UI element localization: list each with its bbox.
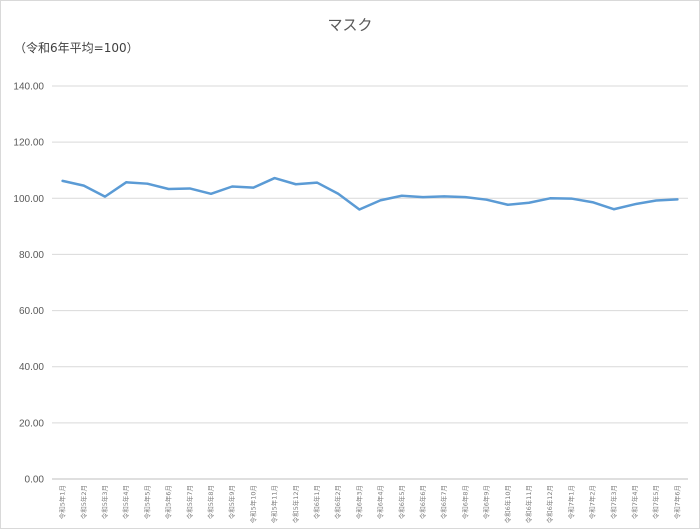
x-tick-label: 令和7年3月 [609, 485, 618, 519]
data-point [379, 199, 382, 202]
data-point [358, 208, 361, 211]
x-tick-label: 令和7年6月 [672, 485, 681, 519]
x-tick-label: 令和6年1月 [312, 485, 321, 519]
data-point [294, 183, 297, 186]
x-tick-label: 令和6年5月 [397, 485, 406, 519]
y-tick-label: 100.00 [13, 194, 44, 205]
x-tick-label: 令和5年10月 [248, 485, 257, 523]
x-tick-label: 令和6年7月 [439, 485, 448, 519]
x-tick-label: 令和6年6月 [418, 485, 427, 519]
x-tick-label: 令和5年6月 [164, 485, 173, 519]
data-point [422, 196, 424, 199]
y-tick-label: 0.00 [25, 475, 45, 486]
data-point [634, 203, 636, 206]
x-tick-label: 令和7年1月 [566, 485, 575, 519]
data-point [125, 181, 128, 184]
x-tick-label: 令和7年4月 [630, 485, 639, 519]
x-tick-label: 令和5年3月 [100, 485, 109, 519]
y-tick-label: 60.00 [19, 306, 44, 317]
x-tick-label: 令和6年11月 [524, 485, 533, 523]
x-tick-label: 令和5年2月 [79, 485, 88, 519]
x-tick-label: 令和5年5月 [142, 485, 151, 519]
series-group [61, 176, 679, 211]
data-point [506, 203, 509, 206]
data-point [591, 201, 594, 204]
x-tick-label: 令和5年7月 [185, 485, 194, 519]
x-tick-label: 令和5年9月 [227, 485, 236, 519]
data-point [612, 208, 615, 211]
data-point [146, 182, 149, 185]
data-point [252, 186, 255, 189]
data-point [104, 195, 106, 198]
data-point [316, 181, 318, 184]
x-tick-label: 令和6年2月 [333, 485, 342, 519]
x-tick-label: 令和5年11月 [270, 485, 279, 523]
data-point [655, 199, 658, 202]
data-point [273, 177, 276, 180]
x-tick-label: 令和5年8月 [206, 485, 215, 519]
series-line [61, 176, 679, 211]
y-tick-label: 120.00 [13, 138, 44, 149]
data-point [570, 197, 573, 200]
x-tick-label: 令和6年8月 [460, 485, 469, 519]
data-point [82, 184, 85, 187]
data-point [443, 195, 446, 198]
chart-subtitle: （令和6年平均=100） [14, 41, 139, 55]
data-point [528, 201, 530, 204]
x-tick-label: 令和7年2月 [588, 485, 597, 519]
x-tick-label: 令和7年5月 [651, 485, 660, 519]
y-tick-label: 80.00 [19, 250, 44, 261]
x-tick-label: 令和6年9月 [482, 485, 491, 519]
x-tick-label: 令和6年3月 [354, 485, 363, 519]
y-tick-label: 40.00 [19, 362, 44, 373]
x-tick-label: 令和6年10月 [503, 485, 512, 523]
x-tick-label: 令和6年4月 [376, 485, 385, 519]
y-tick-label: 140.00 [13, 82, 44, 93]
x-tick-label: 令和5年4月 [121, 485, 130, 519]
data-point [485, 198, 488, 201]
data-point [464, 196, 467, 199]
data-point [210, 192, 212, 195]
x-axis-ticks: 令和5年1月 令和5年2月 令和5年3月 令和5年4月 令和5年5月 令和5年6月 令和5年… [58, 485, 682, 523]
y-axis-ticks: 0.00 20.00 40.00 60.00 80.00 100.00 120.00 140.… [13, 82, 44, 486]
data-point [676, 198, 679, 201]
x-tick-label: 令和5年12月 [291, 485, 300, 523]
data-point [337, 192, 340, 195]
data-point [231, 185, 234, 188]
gridlines [52, 85, 688, 480]
data-point [61, 179, 64, 182]
x-tick-label: 令和6年12月 [545, 485, 554, 523]
data-point [188, 187, 191, 190]
x-tick-label: 令和5年1月 [58, 485, 67, 519]
data-point [400, 194, 403, 197]
data-point [549, 197, 552, 200]
chart-title: マスク [327, 16, 373, 34]
data-point [167, 188, 170, 191]
y-tick-label: 20.00 [19, 418, 44, 429]
